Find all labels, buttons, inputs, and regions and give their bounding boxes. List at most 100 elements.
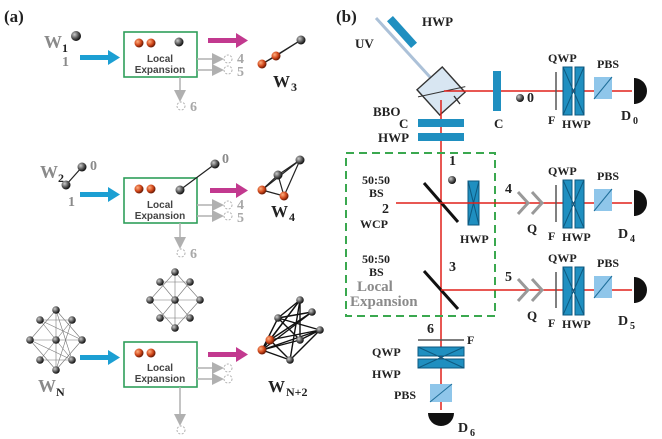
local-expansion-box <box>123 177 198 224</box>
hwp-label-3: HWP <box>460 232 489 246</box>
out-label-5: 5 <box>237 211 244 226</box>
qwp-label-6: QWP <box>372 345 401 359</box>
q-label-1: Q <box>527 221 537 236</box>
box-text-2: Expansion <box>135 211 186 222</box>
mode-0-label: 0 <box>527 91 534 106</box>
hwp-label-2: HWP <box>378 130 409 145</box>
pbs-label: PBS <box>597 57 619 71</box>
vertex-node <box>174 37 184 47</box>
panel-b-label: (b) <box>336 7 357 26</box>
f-label-4: F <box>548 229 555 243</box>
detector-d6 <box>428 413 454 426</box>
out-label-4: 4 <box>237 52 244 67</box>
row1: W 1 1 Local Expansion 4 5 6 W 3 <box>44 31 306 115</box>
qwp-label-4: QWP <box>548 164 577 178</box>
local-label-2: Expansion <box>350 294 418 310</box>
output-graph-label: W <box>273 72 290 91</box>
node-label-1: 1 <box>68 195 75 210</box>
detector-d4 <box>634 190 647 216</box>
dashed-node <box>176 101 186 111</box>
node-label-0: 0 <box>90 159 97 174</box>
d-sub-6: 6 <box>470 428 475 439</box>
teal-arrow <box>80 50 120 65</box>
mode-6-label: 6 <box>427 322 434 337</box>
local-expansion-box <box>123 341 198 388</box>
magenta-arrow <box>208 33 248 48</box>
pbs-label-5: PBS <box>597 256 619 270</box>
mode-3-label: 3 <box>449 260 456 275</box>
vertex-node <box>296 35 306 45</box>
teal-arrow <box>80 187 120 202</box>
magenta-arrow <box>210 183 248 198</box>
out-label-6: 6 <box>190 247 197 262</box>
output-graph-sub: 3 <box>291 80 297 94</box>
input-graph-sub: N <box>56 385 65 399</box>
f-label: F <box>548 113 555 127</box>
out-label-4: 4 <box>237 198 244 213</box>
panel-a-label: (a) <box>4 7 24 26</box>
mode-2-label: 2 <box>382 202 389 217</box>
input-graph-label: W <box>40 162 58 182</box>
output-graph-sub: 4 <box>289 210 295 224</box>
hwp-label: HWP <box>422 14 453 29</box>
mode-1-label: 1 <box>449 154 456 169</box>
compensator-c <box>418 119 464 127</box>
qwp-label: QWP <box>548 51 577 65</box>
out-label-5: 5 <box>237 65 244 80</box>
photon-node <box>257 59 267 69</box>
hwp-label-5: HWP <box>562 317 591 331</box>
uv-label: UV <box>355 36 374 51</box>
d-sub-0: 0 <box>633 116 638 127</box>
c-label-2: C <box>399 116 408 131</box>
uv-beam <box>374 16 442 90</box>
detector-d5 <box>634 277 647 303</box>
d-sub-4: 4 <box>630 234 635 245</box>
d-label: D <box>621 109 631 124</box>
f-label-5: F <box>548 316 555 330</box>
local-label-1: Local <box>357 279 393 295</box>
pbs-label-4: PBS <box>597 169 619 183</box>
box-text-1: Local <box>147 363 173 374</box>
photon-node <box>271 51 281 61</box>
box-text-1: Local <box>147 54 173 65</box>
split-label-2: 50:50 <box>362 252 390 266</box>
d-sub-5: 5 <box>630 321 635 332</box>
bbo-label: BBO <box>373 104 400 119</box>
local-expansion-box <box>123 31 198 78</box>
box-text-2: Expansion <box>135 374 186 385</box>
input-graph-sub: 2 <box>58 171 64 185</box>
out-label-6: 6 <box>190 100 197 115</box>
row3: W N Local Expansion <box>26 268 324 435</box>
teal-arrow <box>80 350 120 365</box>
hwp-label-4: HWP <box>562 230 591 244</box>
input-graph-label: W <box>38 376 56 396</box>
hwp-label: HWP <box>562 117 591 131</box>
box-text-2: Expansion <box>135 65 186 76</box>
bs-label-2: BS <box>369 265 384 279</box>
photon-source <box>134 38 144 48</box>
row2: W 2 0 1 0 Local Expansion 4 5 6 <box>40 152 305 262</box>
box-text-1: Local <box>147 200 173 211</box>
input-graph-sub: 1 <box>62 41 68 55</box>
qwp-label-5: QWP <box>548 251 577 265</box>
output-graph-sub: N+2 <box>286 385 308 399</box>
output-graph-label: W <box>271 202 288 221</box>
output-graph-label: W <box>268 377 285 396</box>
vertex-node <box>71 31 81 41</box>
photon-source <box>146 38 156 48</box>
detector-d0 <box>634 78 647 104</box>
magenta-arrow <box>208 347 248 362</box>
d-label-5: D <box>618 314 628 329</box>
d-label-6: D <box>458 421 468 436</box>
node-label: 1 <box>62 55 69 70</box>
dashed-node <box>223 54 233 64</box>
bs-label-1: BS <box>369 186 384 200</box>
f-label-6: F <box>467 333 474 347</box>
hwp-label-6: HWP <box>372 367 401 381</box>
split-label-1: 50:50 <box>362 173 390 187</box>
q-label-2: Q <box>527 308 537 323</box>
pbs-label-6: PBS <box>394 388 416 402</box>
bbo-crystal <box>416 66 466 116</box>
d-label-4: D <box>618 227 628 242</box>
